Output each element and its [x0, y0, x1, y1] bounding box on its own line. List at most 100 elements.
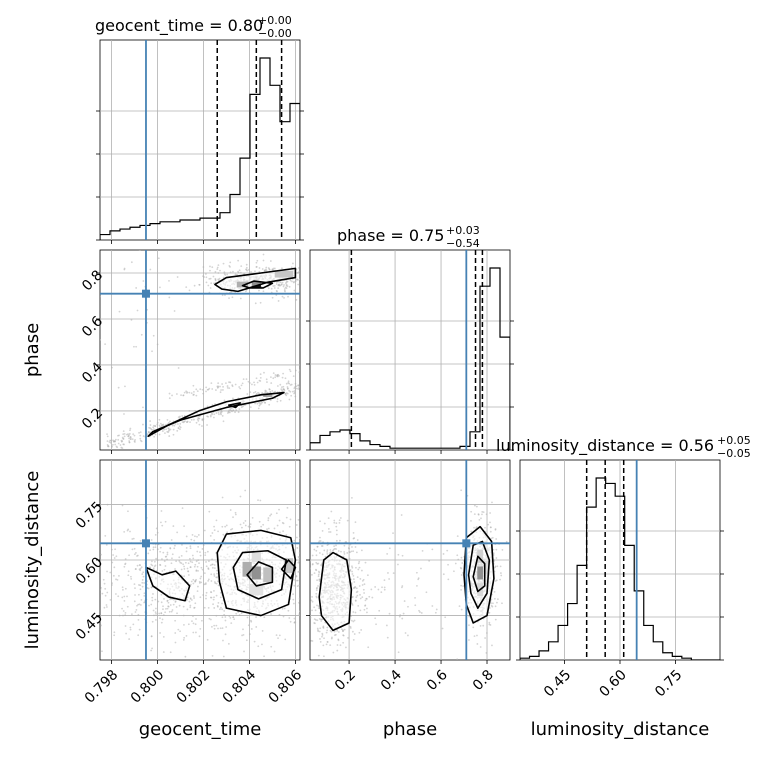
title-luminosity-distance: luminosity_distance = 0.56 [496, 436, 714, 456]
scatter-point [456, 535, 459, 538]
scatter-point [216, 266, 219, 269]
scatter-point [472, 626, 475, 629]
scatter-point [293, 390, 296, 392]
scatter-point [287, 609, 290, 612]
scatter-point [259, 499, 262, 502]
scatter-point [192, 595, 195, 597]
scatter-point [191, 620, 193, 623]
scatter-point [195, 560, 198, 563]
scatter-point [262, 253, 265, 256]
scatter-point [311, 554, 314, 557]
scatter-point [128, 432, 131, 435]
scatter-point [158, 424, 161, 427]
scatter-point [259, 402, 261, 405]
scatter-point [495, 538, 498, 540]
scatter-point [276, 400, 279, 403]
scatter-point [212, 416, 215, 419]
scatter-point [350, 615, 353, 617]
scatter-point [211, 266, 214, 269]
scatter-point [346, 552, 349, 554]
scatter-point [125, 632, 128, 635]
scatter-point [398, 615, 401, 618]
scatter-point [366, 607, 368, 610]
scatter-point [217, 264, 220, 267]
scatter-point [159, 422, 162, 425]
scatter-point [246, 616, 249, 619]
scatter-point [224, 525, 227, 528]
scatter-point [167, 421, 170, 424]
scatter-point [315, 592, 318, 595]
scatter-point [356, 576, 359, 579]
scatter-point [121, 596, 124, 599]
scatter-point [257, 499, 259, 502]
scatter-point [160, 510, 163, 512]
scatter-point [361, 596, 364, 599]
scatter-point [212, 603, 214, 606]
scatter-point [298, 613, 300, 616]
scatter-point [320, 563, 323, 566]
scatter-point [180, 394, 182, 397]
scatter-point [367, 646, 370, 649]
scatter-point [352, 611, 355, 613]
scatter-point [237, 259, 240, 262]
scatter-point [230, 409, 233, 412]
scatter-point [180, 554, 183, 557]
scatter-point [121, 504, 124, 507]
scatter-point [139, 434, 142, 437]
scatter-point [158, 612, 161, 615]
scatter-point [259, 373, 262, 376]
scatter-point [191, 534, 194, 536]
scatter-point [286, 392, 289, 395]
scatter-point [329, 549, 332, 551]
scatter-point [156, 548, 159, 551]
scatter-point [264, 270, 266, 272]
scatter-point [113, 634, 116, 637]
scatter-point [420, 567, 422, 570]
scatter-point [317, 585, 319, 587]
scatter-point [117, 438, 120, 441]
scatter-point [297, 279, 299, 281]
scatter-point [342, 641, 345, 644]
scatter-point [269, 514, 271, 517]
scatter-point [196, 565, 199, 568]
scatter-point [141, 581, 144, 584]
scatter-point [155, 607, 157, 610]
scatter-point [149, 431, 151, 434]
scatter-point [163, 428, 166, 431]
scatter-point [199, 551, 201, 554]
scatter-point [219, 596, 222, 599]
scatter-point [155, 527, 158, 530]
scatter-point [193, 597, 196, 599]
scatter-point [275, 512, 278, 515]
scatter-point [290, 266, 293, 269]
scatter-point [238, 269, 241, 272]
scatter-point [167, 605, 170, 608]
scatter-point [289, 390, 292, 393]
scatter-point [202, 544, 205, 547]
scatter-point [143, 601, 146, 604]
scatter-point [152, 426, 155, 429]
scatter-point [431, 548, 434, 551]
scatter-point [166, 599, 169, 602]
scatter-point [234, 513, 237, 516]
scatter-point [335, 533, 338, 536]
scatter-point [106, 443, 109, 446]
scatter-point [151, 350, 153, 353]
scatter-point [156, 531, 159, 534]
scatter-point [190, 599, 193, 601]
grid-1-1 [310, 250, 510, 450]
scatter-point [127, 574, 130, 577]
scatter-point [245, 268, 247, 271]
scatter-point [361, 584, 364, 586]
scatter-point [162, 605, 164, 608]
scatter-point [257, 645, 260, 648]
scatter-point [142, 571, 145, 574]
scatter-point [104, 343, 107, 346]
scatter-point [488, 623, 491, 626]
scatter-point [115, 555, 118, 558]
scatter-point [297, 571, 300, 573]
scatter-point [142, 435, 145, 437]
scatter-point [201, 548, 204, 550]
scatter-point [494, 528, 497, 531]
scatter-point [441, 627, 444, 630]
